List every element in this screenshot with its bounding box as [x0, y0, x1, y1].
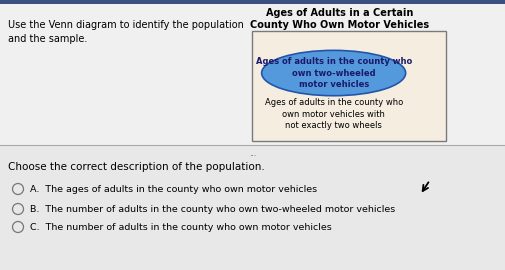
Text: Use the Venn diagram to identify the population
and the sample.: Use the Venn diagram to identify the pop… [8, 20, 244, 44]
Text: Ages of Adults in a Certain: Ages of Adults in a Certain [266, 8, 414, 18]
FancyBboxPatch shape [0, 145, 505, 270]
Ellipse shape [262, 50, 406, 96]
FancyBboxPatch shape [236, 146, 270, 160]
Text: B.  The number of adults in the county who own two-wheeled motor vehicles: B. The number of adults in the county wh… [30, 205, 395, 214]
Text: County Who Own Motor Vehicles: County Who Own Motor Vehicles [250, 20, 430, 30]
FancyBboxPatch shape [252, 31, 446, 141]
Text: A.  The ages of adults in the county who own motor vehicles: A. The ages of adults in the county who … [30, 185, 317, 194]
FancyBboxPatch shape [0, 0, 505, 4]
Text: C.  The number of adults in the county who own motor vehicles: C. The number of adults in the county wh… [30, 223, 332, 232]
Text: ...: ... [249, 148, 257, 157]
Text: Ages of adults in the county who
own two-wheeled
motor vehicles: Ages of adults in the county who own two… [256, 57, 412, 89]
Text: Choose the correct description of the population.: Choose the correct description of the po… [8, 162, 265, 172]
FancyBboxPatch shape [0, 0, 505, 145]
Text: Ages of adults in the county who
own motor vehicles with
not exactly two wheels: Ages of adults in the county who own mot… [265, 98, 403, 130]
